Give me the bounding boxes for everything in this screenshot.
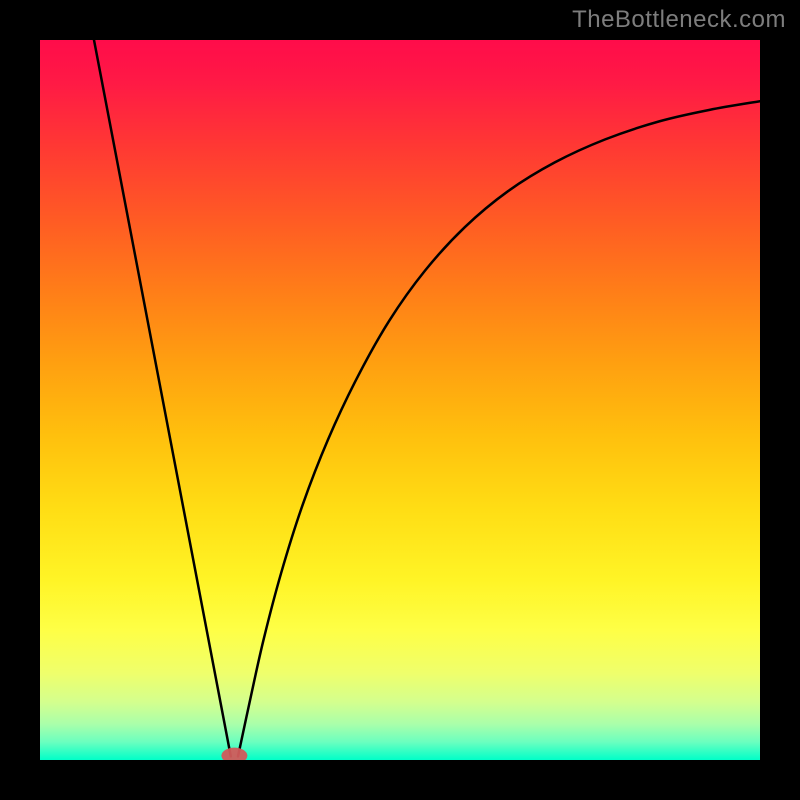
- chart-svg: [40, 40, 760, 760]
- gradient-rect: [40, 40, 760, 760]
- watermark-text: TheBottleneck.com: [572, 6, 786, 34]
- chart-container: { "watermark": { "text": "TheBottleneck.…: [0, 0, 800, 800]
- plot-area: [40, 40, 760, 760]
